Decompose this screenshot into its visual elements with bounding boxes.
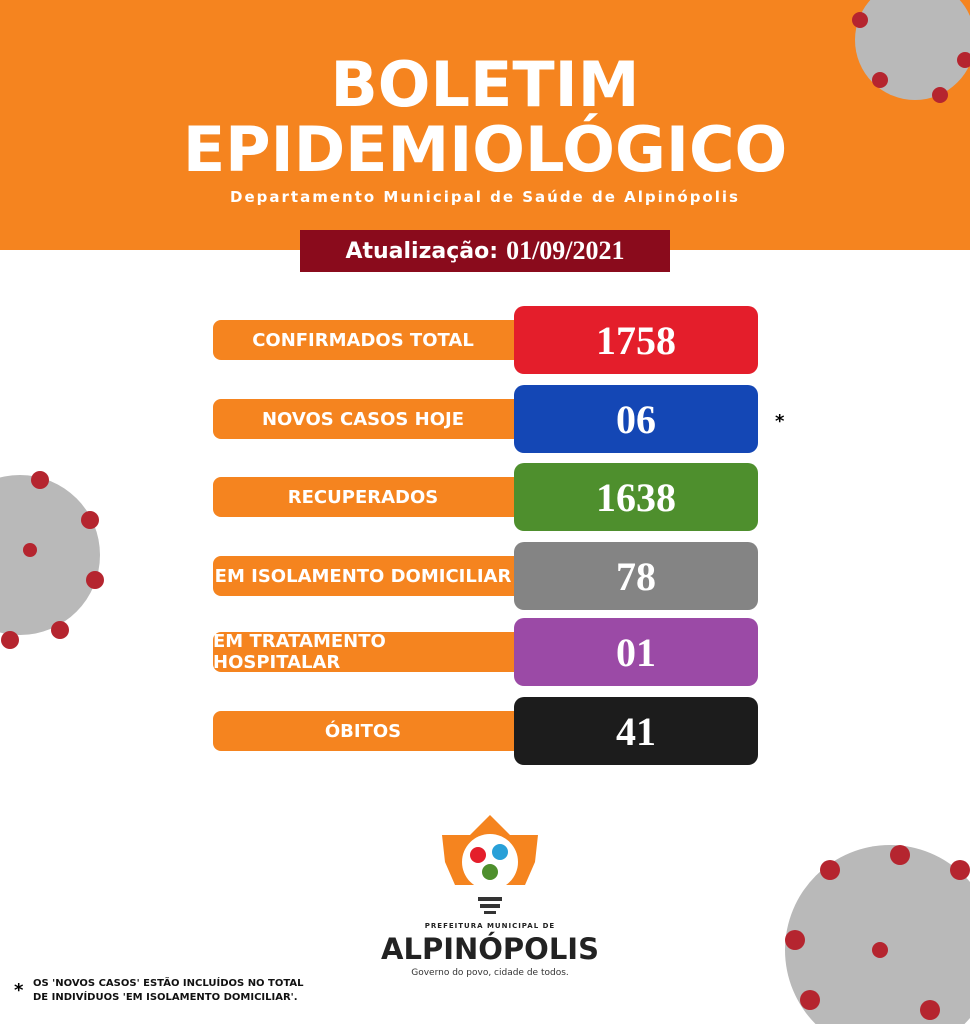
row-value: 41 <box>514 697 758 765</box>
update-box: Atualização: 01/09/2021 <box>300 230 670 272</box>
footnote-mark: * <box>14 980 24 1001</box>
update-label: Atualização: <box>345 238 499 264</box>
logo-mark <box>442 815 538 914</box>
header-band <box>0 0 970 250</box>
update-date: 01/09/2021 <box>506 236 625 265</box>
footnote-line: DE INDIVÍDUOS 'EM ISOLAMENTO DOMICILIAR'… <box>33 992 298 1003</box>
row-value: 06 <box>514 385 758 453</box>
logo-top: PREFEITURA MUNICIPAL DE <box>424 922 556 930</box>
row-value: 78 <box>514 542 758 610</box>
title-line: EPIDEMIOLÓGICO <box>182 113 788 186</box>
row-note: * <box>775 411 785 432</box>
title-line: BOLETIM <box>330 48 640 121</box>
row-label: RECUPERADOS <box>213 477 523 517</box>
footnote-line: OS 'NOVOS CASOS' ESTÃO INCLUÍDOS NO TOTA… <box>33 978 304 989</box>
logo-slogan: Governo do povo, cidade de todos. <box>411 968 569 978</box>
logo-name: ALPINÓPOLIS <box>381 932 599 966</box>
row-label: ÓBITOS <box>213 711 523 751</box>
row-value: 1638 <box>514 463 758 531</box>
row-label: EM ISOLAMENTO DOMICILIAR <box>213 556 523 596</box>
row-value: 1758 <box>514 306 758 374</box>
row-label: NOVOS CASOS HOJE <box>213 399 523 439</box>
subtitle: Departamento Municipal de Saúde de Alpin… <box>230 188 740 206</box>
row-label: EM TRATAMENTO HOSPITALAR <box>213 631 523 673</box>
row-value: 01 <box>514 618 758 686</box>
row-label: CONFIRMADOS TOTAL <box>213 320 523 360</box>
